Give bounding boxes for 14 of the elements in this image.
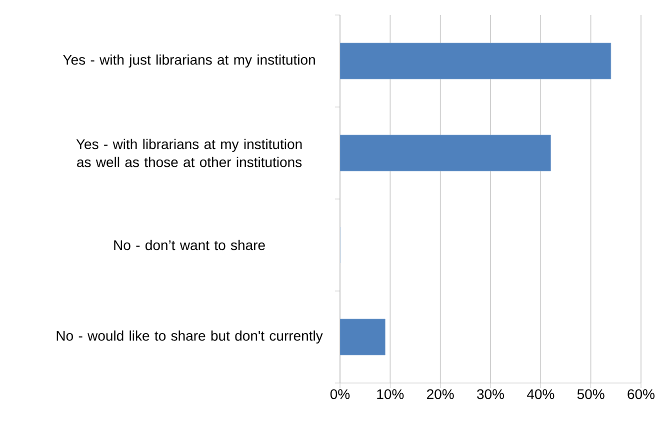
bar xyxy=(340,134,551,172)
bar xyxy=(340,42,612,80)
x-tick-label: 30% xyxy=(477,389,504,400)
y-tick-label: No - would like to share but don't currently xyxy=(56,330,323,344)
y-tick-label: No - don’t want to share xyxy=(114,240,265,250)
x-tick-label: 50% xyxy=(577,389,604,400)
bar xyxy=(340,318,386,356)
x-tick-label: 10% xyxy=(377,389,404,400)
x-tick-label: 20% xyxy=(427,389,454,400)
x-tick-label: 0% xyxy=(330,389,350,400)
y-tick-label: Yes - with librarians at my institution as well as those at other institutions xyxy=(76,138,302,168)
x-tick-label: 60% xyxy=(628,389,655,400)
x-tick-label: 40% xyxy=(526,389,554,400)
y-tick-label: Yes - with just librarians at my institution xyxy=(63,54,315,68)
